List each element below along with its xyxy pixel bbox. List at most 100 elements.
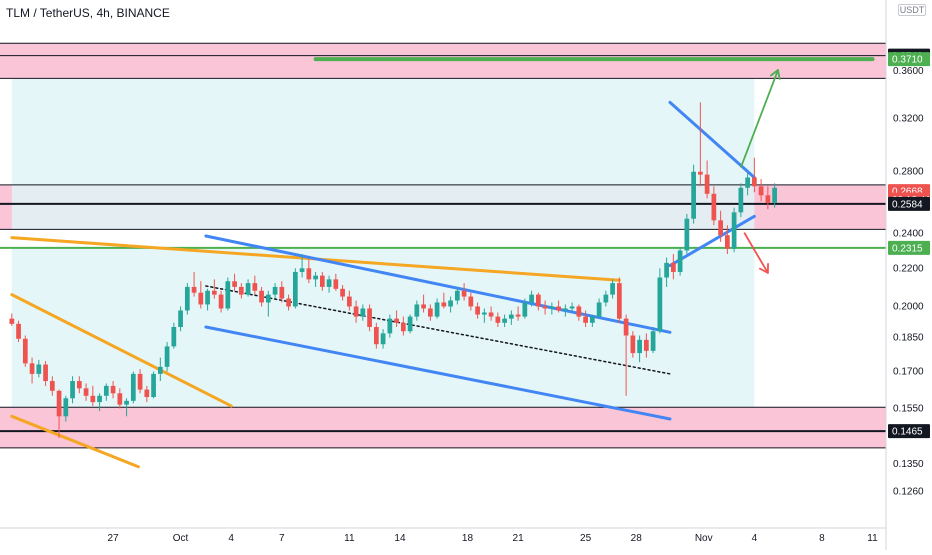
zone-3 [12,78,755,229]
y-tick-label: 0.3600 [893,66,924,77]
price-label-text: 0.2315 [892,243,923,254]
candle-body [691,172,696,219]
candle-101[interactable] [691,165,696,224]
candle-26[interactable] [185,283,190,314]
candle-body [212,291,217,295]
candle-body [718,220,723,235]
candle-body [495,317,500,323]
candle-body [570,306,575,308]
candle-body [165,346,170,366]
candle-body [543,306,548,308]
candle-2[interactable] [23,336,28,367]
candle-body [117,393,122,404]
candle-body [772,188,777,203]
y-tick-label: 0.2000 [893,301,924,312]
candle-body [583,317,588,323]
chart-title: TLM / TetherUS, 4h, BINANCE [6,6,170,20]
candle-body [198,293,203,305]
candle-body [131,374,136,401]
candle-body [306,268,311,279]
candle-body [333,279,338,288]
candle-body [536,295,541,307]
candle-body [293,272,298,307]
candle-body [192,287,197,293]
candle-body [70,381,75,398]
candle-body [205,291,210,305]
candle-body [178,310,183,327]
candle-42[interactable] [293,268,298,308]
candle-body [347,297,352,307]
candle-body [468,297,473,307]
price-label-text: 0.1465 [892,427,923,438]
candle-body [313,276,318,280]
candle-body [219,295,224,309]
candle-96[interactable] [657,268,662,333]
x-tick-label: 14 [394,533,406,544]
candle-body [435,302,440,316]
candle-21[interactable] [151,372,156,399]
candle-body [766,195,771,203]
x-tick-label: Oct [173,533,189,544]
candle-body [597,302,602,316]
x-tick-label: Nov [695,533,713,544]
price-label-6: 0.1465 [888,424,930,438]
candle-59[interactable] [408,315,413,334]
y-tick-label: 0.2200 [893,263,924,274]
candle-body [374,327,379,344]
candle-body [509,315,514,319]
candle-body [320,276,325,287]
y-tick-label: 0.2800 [893,167,924,178]
x-tick-label: 21 [513,533,525,544]
candle-body [9,319,14,324]
candle-body [428,308,433,316]
candle-90[interactable] [617,278,622,323]
candle-body [752,178,757,187]
x-tick-label: 27 [108,533,120,544]
candle-body [138,374,143,390]
y-tick-label: 0.2400 [893,228,924,239]
candle-body [482,313,487,315]
candle-body [590,317,595,323]
candle-body [448,300,453,306]
candle-body [441,302,446,306]
candle-body [401,323,406,331]
x-tick-label: 7 [279,533,285,544]
candle-body [387,319,392,334]
candle-body [549,306,554,308]
candle-body [97,396,102,402]
candle-body [225,281,230,308]
candle-body [63,398,68,416]
candle-100[interactable] [684,214,689,254]
candle-body [158,367,163,374]
candle-body [151,374,156,397]
price-label-text: 0.2584 [892,199,923,210]
candle-body [421,304,426,308]
candle-body [111,386,116,393]
candle-body [43,365,48,382]
candle-body [698,172,703,175]
candle-body [759,186,764,195]
price-label-4: 0.2584 [888,197,930,211]
candle-body [84,388,89,395]
candle-108[interactable] [739,183,744,217]
price-label-1: 0.3710 [888,52,930,66]
candle-body [576,306,581,316]
candle-body [16,324,21,339]
candle-107[interactable] [732,208,737,253]
candle-body [239,287,244,295]
zone-2 [0,407,886,448]
candle-body [57,391,62,417]
candle-body [360,308,365,316]
candle-18[interactable] [131,372,136,404]
x-tick-label: 4 [228,533,234,544]
candle-body [651,331,656,351]
candle-99[interactable] [678,247,683,276]
candle-body [475,306,480,314]
candle-body [300,268,305,272]
x-tick-label: 4 [752,533,758,544]
candle-32[interactable] [225,278,230,311]
candle-body [502,319,507,323]
candle-body [617,283,622,319]
